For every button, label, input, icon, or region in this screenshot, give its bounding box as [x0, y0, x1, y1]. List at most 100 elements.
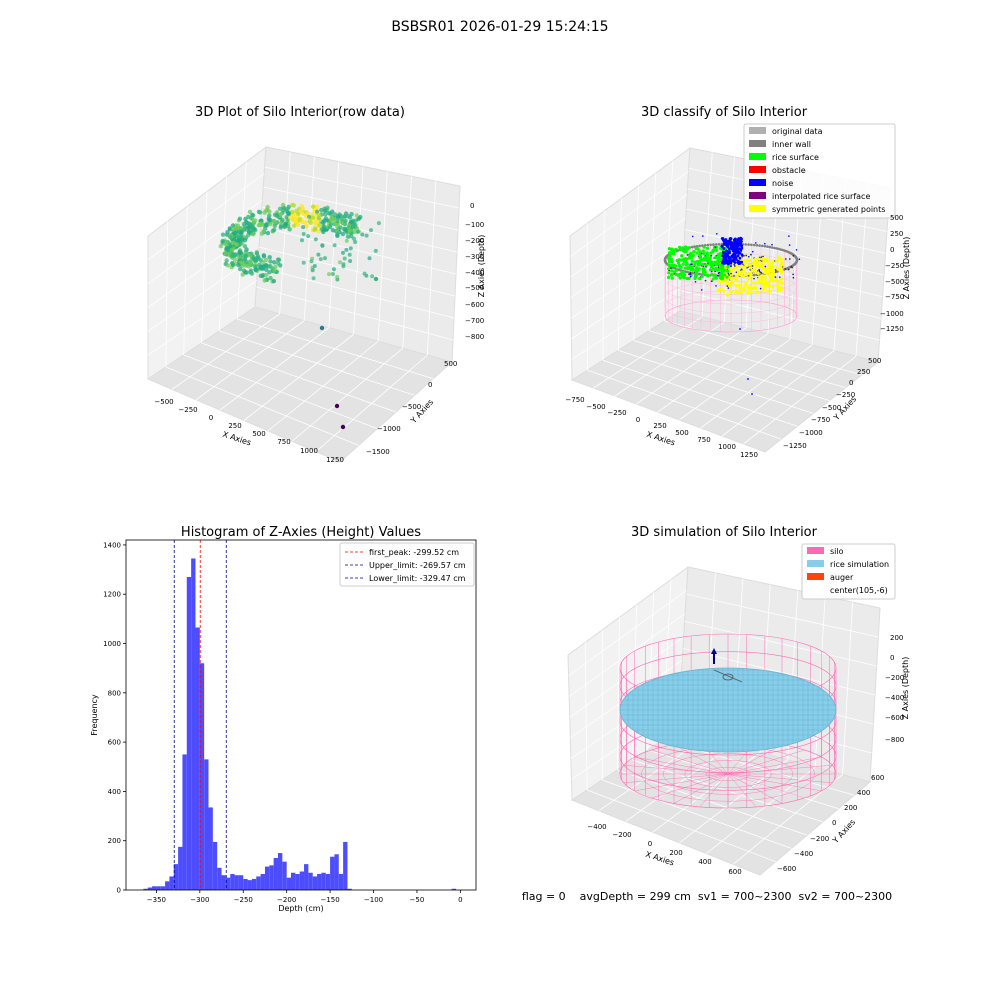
grid-line [602, 210, 605, 361]
y-ticks-classify: −1250 −1000 −750 −500 −250 0 250 500 [783, 357, 881, 450]
inner-wall-point [715, 243, 718, 246]
grid-line [315, 354, 428, 452]
symmetric-point [735, 290, 739, 294]
grid-line [147, 200, 263, 284]
symmetric-point [778, 288, 782, 292]
silo-floor-wire [673, 773, 729, 804]
noise-point [730, 272, 732, 275]
histogram-bar [277, 853, 283, 890]
data-point [265, 230, 271, 236]
symmetric-point [766, 280, 770, 284]
silo-floor-wire [634, 773, 729, 792]
histogram-bar [269, 865, 274, 890]
rice-surface-point [684, 249, 688, 254]
rice-surface-point [712, 248, 716, 252]
silo-floor-wire [727, 744, 783, 775]
legend-label: interpolated rice surface [772, 192, 870, 201]
data-point [268, 275, 273, 281]
data-point [349, 234, 354, 239]
data-point [323, 212, 328, 217]
symmetric-point [777, 280, 782, 284]
tick-label: 600 [871, 774, 884, 782]
data-point [317, 216, 321, 221]
data-point [331, 267, 336, 272]
symmetric-point [766, 264, 770, 268]
grid-line [571, 287, 682, 360]
tick-label: 400 [857, 789, 870, 797]
data-point [354, 226, 360, 231]
rice-simulation-surface [619, 667, 837, 753]
symmetric-point [725, 277, 729, 281]
tick-label: 250 [857, 368, 870, 376]
rice-surface-point [695, 251, 699, 255]
legend-label: auger [830, 573, 854, 582]
data-point [261, 253, 266, 258]
histogram-plot-area [126, 540, 476, 890]
tick-label: −500 [465, 284, 484, 292]
tick-label: −700 [465, 317, 484, 325]
data-point [342, 214, 347, 219]
symmetric-point [734, 276, 738, 280]
axes-3d-raw [146, 145, 461, 463]
raw-points [218, 202, 381, 430]
histogram-bar [147, 887, 153, 890]
grid-line [263, 186, 459, 231]
rice-surface-point [670, 276, 674, 280]
symmetric-point [780, 281, 784, 285]
data-point [220, 232, 226, 237]
data-point [342, 256, 347, 261]
legend-label: obstacle [772, 166, 806, 175]
legend-label: inner wall [772, 140, 811, 149]
histogram-bar [221, 875, 226, 890]
rice-surface-point [675, 259, 679, 263]
noise-point [702, 235, 704, 237]
noise-point [720, 245, 724, 249]
data-point [225, 263, 231, 268]
inner-wall-point [717, 243, 721, 246]
noise-point [729, 259, 732, 262]
data-point [232, 231, 238, 236]
symmetric-point [769, 267, 773, 271]
original-point [717, 274, 719, 277]
data-point [349, 211, 354, 217]
tick-label: 0 [832, 819, 836, 827]
data-point [293, 219, 298, 224]
y-tick-label: 800 [108, 689, 121, 697]
rice-surface-point [708, 262, 712, 266]
grid-line [617, 198, 622, 351]
symmetric-point [766, 289, 770, 293]
symmetric-point [754, 264, 759, 268]
data-point [327, 272, 331, 277]
tick-label: 200 [844, 804, 857, 812]
tick-label: 750 [697, 436, 710, 444]
data-point [376, 221, 381, 226]
y-tick-label: 200 [108, 837, 121, 845]
auger [711, 648, 743, 683]
symmetric-point [720, 280, 724, 284]
histogram-bar [243, 878, 248, 890]
histogram-y-label: Frequency [90, 694, 99, 736]
grid-line [648, 173, 657, 331]
legend-label: Lower_limit: -329.47 cm [369, 574, 466, 583]
tick-label: 250 [653, 422, 666, 430]
histogram-bar [256, 876, 261, 890]
data-point [255, 254, 261, 259]
histogram-bar [217, 867, 222, 890]
rice-surface-point [670, 260, 674, 264]
histogram-bar [304, 864, 309, 890]
inner-wall-point [698, 272, 701, 276]
data-point [236, 234, 241, 240]
grid-line [570, 217, 686, 299]
data-point [355, 229, 360, 234]
grid-line [571, 264, 684, 340]
rice-surface-point [714, 255, 718, 260]
legend-label: Upper_limit: -269.57 cm [369, 561, 466, 570]
data-point [313, 237, 318, 242]
tick-label: −200 [810, 835, 829, 843]
noise-point [758, 270, 761, 272]
noise-point [748, 255, 750, 258]
symmetric-point [771, 285, 775, 289]
data-point [367, 256, 372, 261]
histogram-bar [238, 875, 244, 890]
rice-surface-point [677, 263, 682, 267]
